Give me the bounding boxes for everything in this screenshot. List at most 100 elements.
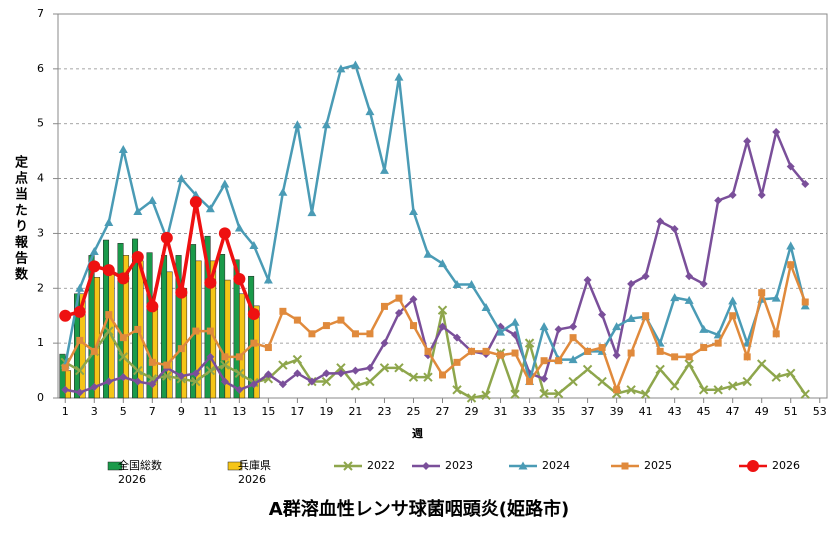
legend-marker [518,461,528,470]
chart-title: A群溶血性レンサ球菌咽頭炎(姫路市) [268,499,570,520]
point [191,376,201,387]
y-tick-label: 2 [37,281,44,294]
point [714,339,722,347]
point [757,191,766,200]
point [293,316,301,324]
point [104,217,114,226]
point [554,325,563,334]
point [264,344,272,352]
point [743,353,751,361]
point [220,179,230,188]
point [133,365,143,376]
y-tick-label: 4 [37,172,44,185]
point [350,381,361,391]
point [626,313,636,322]
point [656,347,664,355]
point [481,302,491,311]
point [235,385,244,394]
series-line [65,127,807,394]
point [395,294,403,302]
x-tick-label: 1 [62,405,69,418]
point [89,247,99,256]
point [337,316,345,324]
point [409,295,418,304]
point [75,283,85,292]
x-tick-label: 39 [610,405,624,418]
point [292,354,303,365]
point [249,240,259,249]
point [336,64,346,73]
point [206,352,215,361]
point [365,363,374,372]
legend-swatch [227,461,243,471]
bar [239,293,246,399]
point [568,355,578,364]
point [105,311,113,319]
point [234,223,244,232]
point [162,371,172,381]
point [598,310,607,319]
point [582,364,593,375]
point [148,380,157,389]
point [772,127,781,136]
point [539,388,549,399]
point [699,324,709,333]
series-line [64,63,807,382]
point [177,345,185,353]
point [640,389,651,399]
point [423,249,433,258]
legend-marker [747,460,759,472]
point [322,369,331,378]
bar [123,255,130,399]
point [729,312,737,320]
point [75,388,84,397]
point [424,347,432,355]
point [220,360,230,370]
point [73,305,86,318]
point [350,60,360,69]
point [146,300,159,313]
x-tick-label: 41 [639,405,653,418]
point [627,349,635,357]
point [728,296,738,305]
legend-label: 2024 [542,459,570,472]
point [510,389,520,399]
point [685,353,693,361]
point [175,286,188,299]
point [76,336,84,344]
legend-label: 2026 [772,459,800,472]
y-tick-label: 7 [37,7,44,20]
point [700,344,708,352]
legend-marker [422,462,430,470]
x-tick-label: 47 [726,405,740,418]
point [684,359,694,369]
y-tick-label: 6 [37,62,44,75]
x-tick-label: 3 [91,405,98,418]
x-tick-label: 31 [494,405,508,418]
point [787,261,795,269]
y-tick-label: 3 [37,226,44,239]
point [453,333,462,342]
point [102,264,115,277]
point [438,322,447,331]
point [669,381,680,391]
legend-marker [343,461,353,471]
point [118,352,128,362]
legend-label: 2022 [367,459,395,472]
point [466,393,477,403]
legend-marker [621,462,629,470]
point [75,365,85,376]
point [685,272,694,281]
point [278,360,288,370]
x-axis-label: 週 [412,426,423,440]
point [365,376,375,387]
point [88,260,101,273]
point [322,322,330,330]
point [453,358,461,366]
x-tick-label: 11 [203,405,217,418]
x-tick-label: 37 [581,405,595,418]
point [307,208,317,217]
x-tick-label: 13 [232,405,246,418]
point [119,373,128,382]
y-tick-label: 0 [37,391,44,404]
